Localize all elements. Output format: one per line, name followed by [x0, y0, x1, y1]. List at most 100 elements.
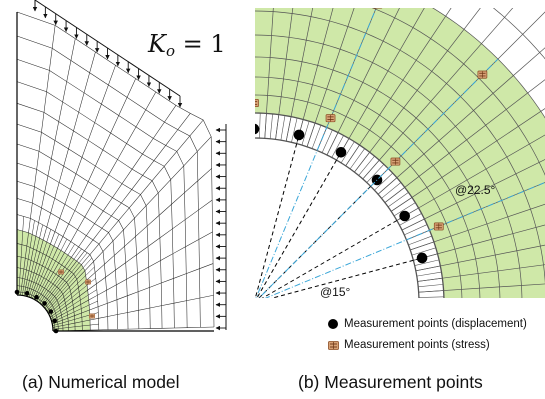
legend-displacement-label: Measurement points (displacement)	[344, 318, 527, 330]
strain-gauge-icon	[325, 114, 336, 123]
lining-division	[401, 218, 425, 231]
lining-division	[345, 144, 360, 166]
lining-division	[311, 125, 322, 149]
mesh-radial	[345, 8, 452, 167]
strain-gauge-icon	[89, 313, 95, 319]
lining-division	[417, 277, 443, 282]
lining-division	[349, 148, 365, 170]
lining-division	[354, 152, 370, 173]
lining-division	[387, 192, 409, 208]
mesh-radial	[354, 8, 481, 173]
displacement-point	[34, 294, 39, 300]
strain-gauge-icon	[58, 269, 64, 275]
mesh-radial	[401, 159, 545, 231]
legend-displacement: Measurement points (displacement)	[325, 318, 527, 330]
caption-measurement-points: (b) Measurement points	[298, 372, 483, 392]
lining-division	[414, 259, 440, 266]
mesh-radial-fine	[45, 257, 92, 310]
mesh-radial	[410, 203, 545, 251]
mesh-radial	[20, 25, 56, 296]
lining-division	[306, 122, 316, 147]
lining-division	[358, 155, 375, 176]
mesh-radial	[33, 78, 136, 300]
radial-dashed-line	[256, 152, 342, 298]
displacement-point	[42, 301, 47, 306]
strain-gauge-icon	[325, 340, 341, 350]
lining-division	[404, 224, 428, 236]
mesh-radial	[52, 295, 214, 328]
blue-dashdot-line	[264, 181, 545, 298]
mesh-radial	[52, 263, 214, 325]
mesh-radial	[418, 283, 545, 293]
mesh-radial	[275, 8, 294, 140]
displacement-point	[53, 328, 59, 334]
mesh-radial	[362, 8, 514, 180]
lining-division	[418, 284, 444, 288]
displacement-point	[399, 210, 410, 222]
lining-division	[321, 129, 333, 153]
mesh-radial	[413, 224, 545, 261]
strain-gauge-icon	[433, 222, 444, 231]
mesh-radial	[306, 8, 355, 147]
lining-division	[331, 135, 344, 158]
lining-division	[366, 164, 385, 183]
mesh-radial-fine	[22, 220, 35, 296]
caption-numerical-model: (a) Numerical model	[22, 372, 180, 392]
lining-division	[340, 141, 355, 164]
lining-division	[280, 115, 286, 141]
black-dot-icon	[325, 319, 341, 329]
lining-division	[291, 117, 298, 143]
lining-division	[393, 202, 416, 217]
displacement-point	[335, 147, 347, 158]
mesh-radial-fine	[52, 312, 99, 326]
lining-division	[411, 247, 436, 256]
lining-face	[246, 113, 254, 141]
strain-gauge-icon	[477, 70, 488, 79]
angle-label-22-5: @22.5°	[455, 183, 496, 197]
displacement-point	[293, 129, 305, 141]
mesh-radial	[390, 108, 545, 212]
mesh-radial-fine	[32, 233, 60, 299]
radial-dashed-line	[258, 179, 378, 298]
lining-division	[264, 113, 267, 139]
strain-gauge-icon	[390, 157, 401, 166]
legend-stress-label: Measurement points (stress)	[344, 339, 490, 351]
mesh-radial	[384, 79, 545, 203]
lining-division	[381, 182, 402, 199]
blue-dashdot-line	[255, 8, 377, 298]
mesh-radial	[285, 8, 314, 142]
mesh-radial	[296, 8, 334, 144]
mesh-radial-fine	[40, 248, 82, 305]
mesh-radial	[30, 65, 116, 298]
mesh-radial	[51, 231, 213, 321]
lining-division	[362, 159, 380, 180]
mesh-radial	[415, 244, 545, 272]
lining-division	[399, 213, 422, 226]
displacement-point	[255, 123, 260, 135]
mesh-radial	[36, 91, 157, 302]
blue-dashdot-line	[258, 58, 499, 298]
mesh-radial	[23, 38, 76, 296]
lining-division	[391, 197, 413, 212]
angle-label-15: @15°	[320, 285, 351, 299]
load-line-top	[34, 0, 181, 97]
mesh-radial	[264, 8, 274, 139]
measurement-points-panel	[246, 8, 545, 298]
displacement-point	[48, 309, 54, 314]
tunnel-boundary-a	[16, 294, 54, 332]
mesh-radial	[42, 113, 191, 306]
radial-dashed-line	[255, 134, 300, 298]
mesh-radial	[39, 105, 177, 304]
mesh-radial	[27, 51, 96, 297]
displacement-point	[14, 289, 20, 295]
radial-dashed-line	[270, 257, 423, 298]
mesh-radial	[406, 182, 545, 241]
mesh-radial	[50, 199, 213, 318]
lining-division	[410, 241, 435, 251]
mesh-radial-fine	[49, 278, 96, 316]
mesh-radial-fine	[28, 229, 52, 298]
numerical-model-panel	[14, 0, 227, 334]
mesh-radial	[326, 8, 400, 156]
displacement-point	[24, 291, 30, 296]
